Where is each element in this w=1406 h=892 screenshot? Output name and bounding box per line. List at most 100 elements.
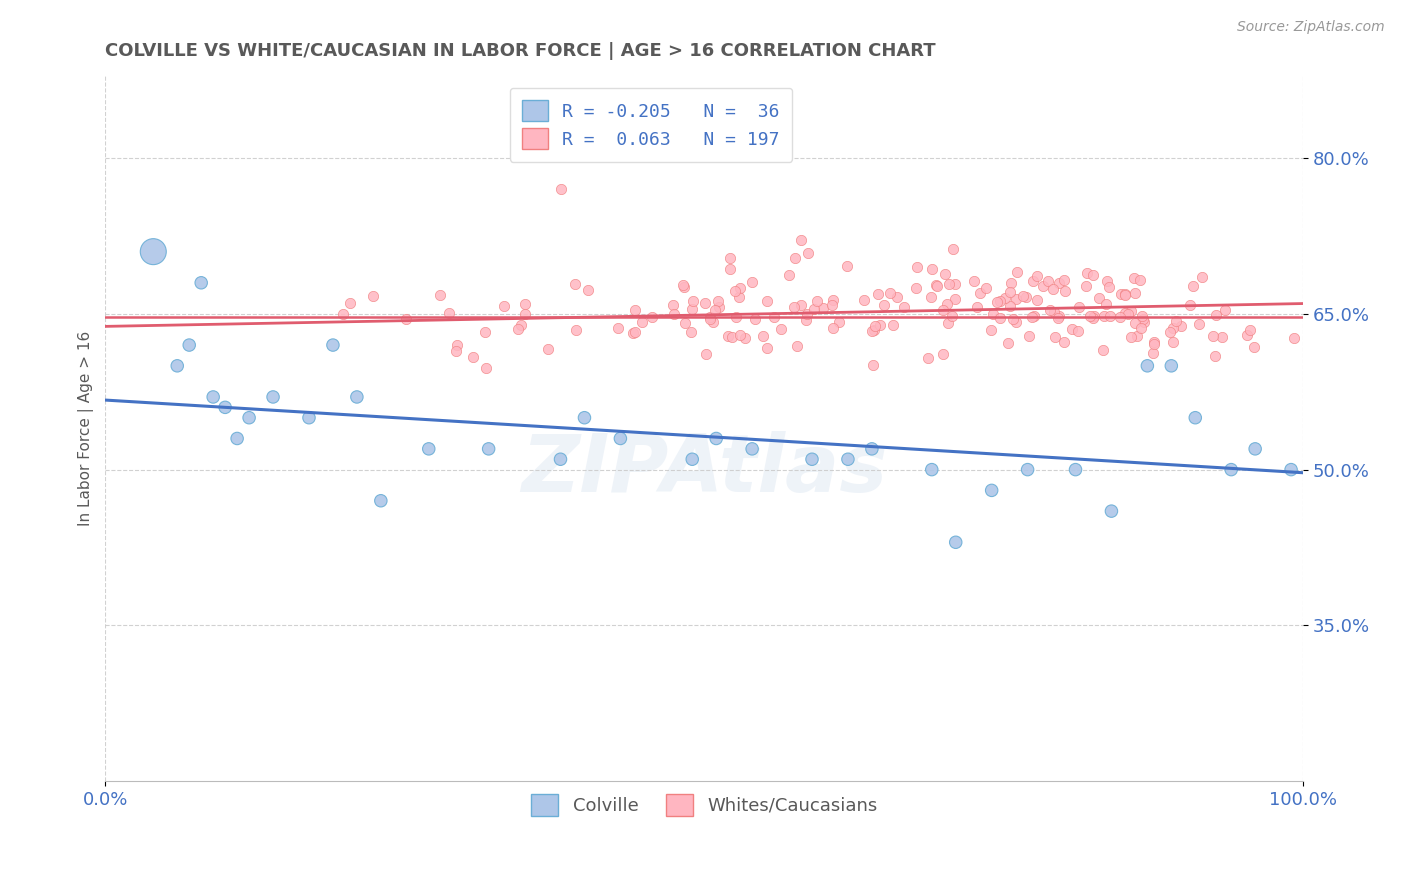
Point: [932, 303, 955, 318]
Point: [1239, 323, 1261, 337]
Point: [796, 307, 818, 321]
Point: [461, 350, 484, 364]
Point: [790, 233, 813, 247]
Point: [662, 307, 685, 321]
Point: [673, 279, 696, 293]
Point: [744, 312, 766, 326]
Point: [966, 301, 988, 315]
Point: [925, 279, 948, 293]
Point: [1188, 317, 1211, 331]
Text: Source: ZipAtlas.com: Source: ZipAtlas.com: [1237, 20, 1385, 34]
Point: [936, 297, 959, 311]
Point: [865, 318, 887, 333]
Point: [794, 313, 817, 327]
Point: [429, 288, 451, 302]
Point: [1025, 269, 1047, 284]
Point: [752, 328, 775, 343]
Point: [938, 277, 960, 291]
Point: [609, 432, 631, 446]
Point: [734, 331, 756, 345]
Point: [945, 535, 967, 549]
Point: [917, 351, 939, 365]
Point: [346, 390, 368, 404]
Point: [1284, 331, 1306, 345]
Point: [1074, 279, 1097, 293]
Point: [1047, 310, 1070, 324]
Point: [835, 259, 858, 273]
Point: [879, 285, 901, 300]
Point: [1191, 270, 1213, 285]
Point: [1081, 311, 1104, 326]
Point: [942, 243, 965, 257]
Point: [681, 302, 703, 317]
Point: [574, 410, 596, 425]
Point: [1116, 307, 1139, 321]
Point: [941, 310, 963, 324]
Point: [718, 262, 741, 277]
Point: [988, 293, 1011, 308]
Point: [238, 410, 260, 425]
Point: [1236, 327, 1258, 342]
Point: [1108, 310, 1130, 325]
Point: [1036, 274, 1059, 288]
Point: [623, 325, 645, 339]
Point: [1011, 289, 1033, 303]
Point: [202, 390, 225, 404]
Point: [925, 278, 948, 293]
Point: [821, 293, 844, 307]
Point: [1097, 274, 1119, 288]
Point: [621, 326, 644, 340]
Point: [1005, 315, 1028, 329]
Text: ZIPAtlas: ZIPAtlas: [522, 432, 887, 509]
Point: [513, 297, 536, 311]
Point: [576, 283, 599, 297]
Point: [1018, 329, 1040, 343]
Point: [631, 315, 654, 329]
Point: [974, 281, 997, 295]
Point: [756, 341, 779, 355]
Point: [1021, 310, 1043, 325]
Point: [1114, 286, 1136, 301]
Point: [893, 300, 915, 314]
Point: [478, 442, 501, 456]
Point: [1022, 274, 1045, 288]
Point: [1083, 309, 1105, 323]
Point: [785, 251, 807, 265]
Point: [1133, 315, 1156, 329]
Point: [882, 318, 904, 332]
Legend: Colville, Whites/Caucasians: Colville, Whites/Caucasians: [522, 785, 886, 825]
Point: [1053, 273, 1076, 287]
Point: [662, 298, 685, 312]
Point: [801, 452, 824, 467]
Point: [717, 328, 740, 343]
Point: [797, 245, 820, 260]
Point: [699, 310, 721, 325]
Point: [1136, 359, 1159, 373]
Point: [756, 293, 779, 308]
Point: [1092, 343, 1115, 357]
Point: [1017, 462, 1039, 476]
Point: [444, 344, 467, 359]
Point: [1159, 325, 1181, 339]
Point: [681, 452, 703, 467]
Point: [550, 182, 572, 196]
Point: [1129, 320, 1152, 334]
Point: [1047, 310, 1070, 325]
Point: [741, 275, 763, 289]
Point: [1076, 266, 1098, 280]
Point: [730, 328, 752, 343]
Point: [1098, 280, 1121, 294]
Point: [762, 310, 785, 325]
Point: [509, 318, 531, 332]
Point: [1032, 278, 1054, 293]
Point: [1129, 272, 1152, 286]
Point: [1181, 279, 1204, 293]
Point: [370, 493, 392, 508]
Point: [1244, 442, 1267, 456]
Point: [1067, 301, 1090, 315]
Point: [1161, 334, 1184, 349]
Point: [332, 307, 354, 321]
Point: [1220, 462, 1243, 476]
Point: [679, 325, 702, 339]
Point: [262, 390, 284, 404]
